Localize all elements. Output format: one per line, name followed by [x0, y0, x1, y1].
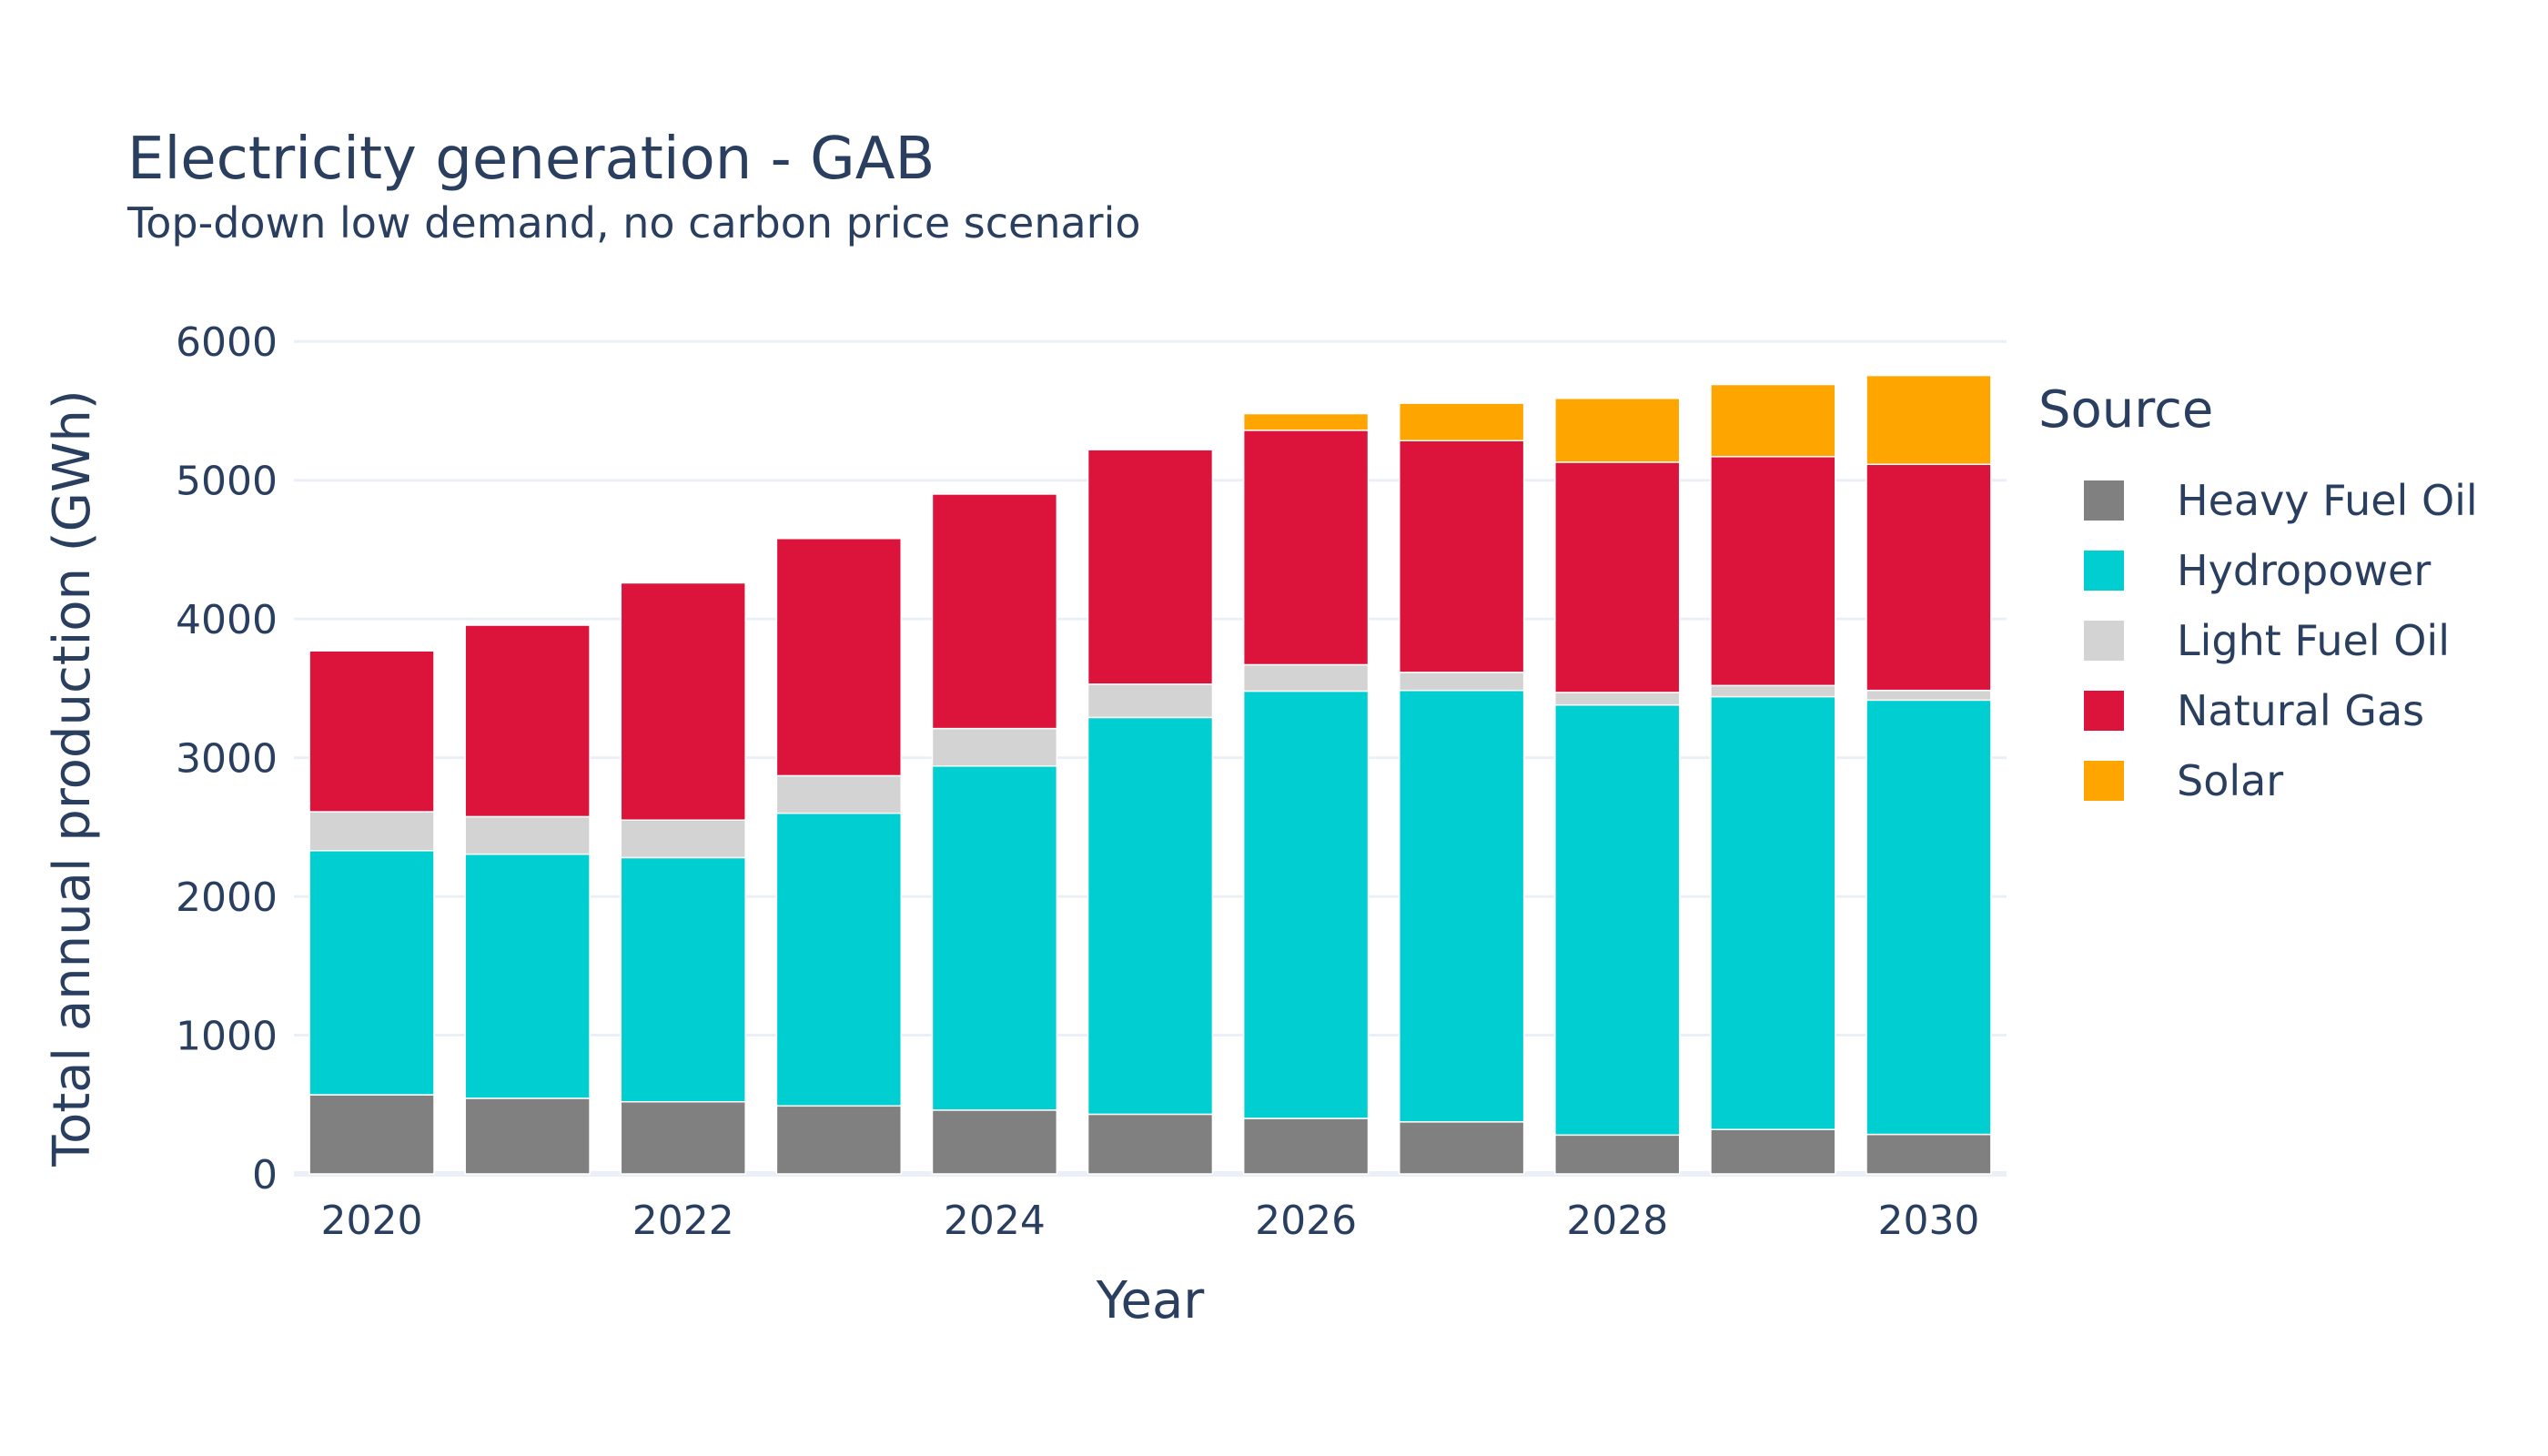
bar-heavy-fuel-oil — [308, 1094, 435, 1175]
bar-light-fuel-oil — [1087, 683, 1214, 719]
x-tick-label: 2024 — [944, 1198, 1046, 1244]
x-tick-label: 2020 — [321, 1198, 423, 1244]
legend-item[interactable]: Heavy Fuel Oil — [2084, 465, 2478, 535]
bar-natural-gas — [1866, 463, 1992, 692]
legend-title: Source — [2038, 380, 2214, 440]
x-tick-label: 2030 — [1877, 1198, 1979, 1244]
y-tick-label: 0 — [252, 1152, 278, 1198]
legend-label: Light Fuel Oil — [2177, 615, 2450, 665]
bar-hydropower — [1554, 703, 1681, 1137]
bars — [308, 374, 1992, 1175]
y-axis-title: Total annual production (GWh) — [43, 389, 102, 1168]
legend-label: Heavy Fuel Oil — [2177, 475, 2478, 525]
bar-natural-gas — [1710, 456, 1836, 687]
bar-heavy-fuel-oil — [464, 1097, 591, 1175]
bar-solar — [1242, 412, 1370, 431]
bar-hydropower — [1242, 690, 1370, 1119]
bar-light-fuel-oil — [1866, 689, 1992, 702]
bar-hydropower — [308, 850, 435, 1096]
bar-light-fuel-oil — [1710, 684, 1836, 698]
legend: Source Heavy Fuel Oil Hydropower Light Fue… — [2038, 380, 2478, 815]
bar-solar — [1710, 383, 1836, 458]
legend-item[interactable]: Solar — [2084, 745, 2478, 815]
bar-heavy-fuel-oil — [1866, 1133, 1992, 1175]
chart-title: Electricity generation - GAB — [127, 126, 935, 193]
y-tick-label: 6000 — [176, 319, 278, 366]
y-axis-ticks: 0 1000 2000 3000 4000 5000 6000 — [176, 319, 278, 1198]
legend-swatch — [2084, 760, 2124, 801]
bar-natural-gas — [308, 650, 435, 813]
bar-solar — [1866, 374, 1992, 465]
y-tick-label: 3000 — [176, 736, 278, 783]
bar-natural-gas — [931, 493, 1058, 730]
bar-hydropower — [775, 812, 903, 1107]
legend-label: Natural Gas — [2177, 685, 2425, 735]
legend-item[interactable]: Hydropower — [2084, 535, 2478, 605]
legend-swatch — [2084, 480, 2124, 521]
bar-heavy-fuel-oil — [1242, 1117, 1370, 1175]
bar-light-fuel-oil — [1398, 672, 1525, 692]
x-tick-label: 2022 — [632, 1198, 734, 1244]
bar-light-fuel-oil — [1554, 692, 1681, 706]
bar-light-fuel-oil — [931, 727, 1058, 767]
bar-natural-gas — [775, 537, 903, 777]
legend-swatch — [2084, 550, 2124, 591]
bar-natural-gas — [464, 624, 591, 818]
bar-hydropower — [1087, 716, 1214, 1116]
x-axis-title: Year — [1096, 1271, 1206, 1330]
bar-heavy-fuel-oil — [1087, 1113, 1214, 1175]
bar-natural-gas — [1242, 430, 1370, 666]
bar-hydropower — [1710, 695, 1836, 1130]
chart-subtitle: Top-down low demand, no carbon price sce… — [127, 198, 1141, 248]
y-tick-label: 1000 — [176, 1014, 278, 1060]
bar-natural-gas — [1398, 440, 1525, 673]
y-tick-label: 4000 — [176, 597, 278, 643]
legend-items: Heavy Fuel Oil Hydropower Light Fuel Oil Na… — [2038, 465, 2478, 815]
bar-solar — [1398, 402, 1525, 442]
legend-item[interactable]: Light Fuel Oil — [2084, 605, 2478, 675]
bar-natural-gas — [1554, 461, 1681, 693]
bar-heavy-fuel-oil — [620, 1100, 746, 1175]
legend-label: Solar — [2177, 755, 2284, 805]
bar-hydropower — [464, 853, 591, 1099]
legend-item[interactable]: Natural Gas — [2084, 675, 2478, 745]
bar-light-fuel-oil — [464, 815, 591, 855]
bar-light-fuel-oil — [1242, 663, 1370, 693]
legend-swatch — [2084, 690, 2124, 731]
legend-label: Hydropower — [2177, 545, 2432, 595]
y-tick-label: 5000 — [176, 459, 278, 505]
legend-swatch — [2084, 620, 2124, 661]
bar-heavy-fuel-oil — [1554, 1134, 1681, 1175]
y-tick-label: 2000 — [176, 875, 278, 921]
x-axis-ticks: 2020 2022 2024 2026 2028 2030 — [321, 1198, 1980, 1244]
bar-light-fuel-oil — [775, 774, 903, 814]
bar-heavy-fuel-oil — [1710, 1128, 1836, 1175]
bar-natural-gas — [620, 581, 746, 821]
bar-hydropower — [1398, 689, 1525, 1123]
bar-heavy-fuel-oil — [931, 1109, 1058, 1175]
bar-hydropower — [1866, 699, 1992, 1136]
bar-hydropower — [931, 765, 1058, 1111]
x-tick-label: 2028 — [1566, 1198, 1668, 1244]
x-tick-label: 2026 — [1255, 1198, 1357, 1244]
bar-light-fuel-oil — [620, 819, 746, 859]
bar-solar — [1554, 398, 1681, 463]
bar-hydropower — [620, 856, 746, 1103]
bar-heavy-fuel-oil — [1398, 1121, 1525, 1175]
bar-light-fuel-oil — [308, 811, 435, 852]
bar-natural-gas — [1087, 449, 1214, 685]
bar-heavy-fuel-oil — [775, 1105, 903, 1175]
